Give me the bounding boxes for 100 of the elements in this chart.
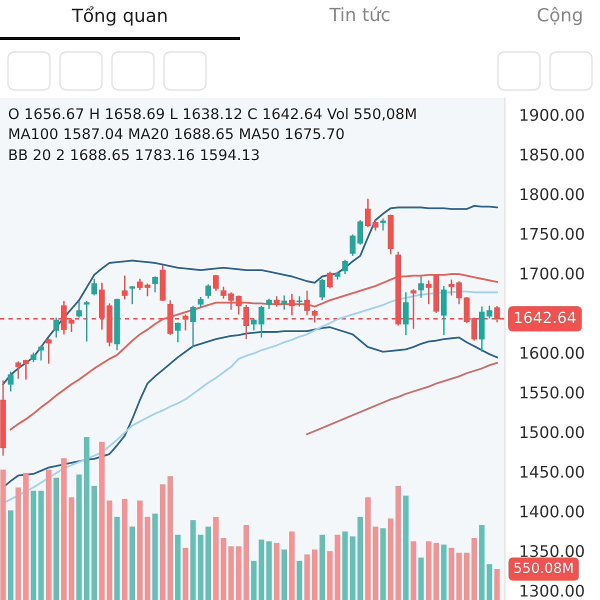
candlestick	[46, 338, 52, 364]
y-tick-label: 1600.00	[520, 346, 584, 359]
bar	[99, 442, 105, 600]
bar	[403, 496, 409, 600]
bar	[38, 490, 44, 600]
candlestick	[486, 305, 492, 320]
bar	[114, 516, 120, 600]
candlestick	[190, 305, 196, 348]
candlestick	[326, 270, 333, 290]
bar	[106, 500, 112, 600]
bar	[456, 552, 462, 600]
ref-line-label: 1642.64	[515, 312, 576, 324]
bar	[54, 478, 59, 600]
candlestick	[364, 198, 371, 228]
candlestick	[8, 370, 14, 392]
y-tick-label: 1900.00	[520, 108, 584, 121]
y-tick-label: 1800.00	[520, 188, 584, 200]
bar	[274, 542, 280, 600]
candlestick	[350, 234, 356, 257]
bar	[76, 474, 82, 600]
y-tick-label: 1400.00	[520, 505, 584, 518]
candlestick	[91, 278, 98, 296]
y-tick-label: 1450.00	[520, 466, 584, 478]
bar	[190, 520, 196, 600]
bar	[441, 544, 447, 600]
bar	[365, 497, 371, 600]
bar	[175, 534, 181, 600]
bar	[68, 497, 74, 600]
bar	[357, 516, 363, 600]
bar	[395, 486, 401, 600]
candlestick	[38, 344, 44, 362]
bar	[418, 558, 424, 600]
bar	[471, 538, 477, 600]
line-series	[10, 273, 498, 430]
candlestick	[236, 294, 242, 316]
bar	[380, 528, 386, 600]
candlestick	[274, 296, 280, 308]
candlestick	[304, 290, 310, 316]
y-tick-label: 1550.00	[520, 386, 584, 399]
bar	[130, 526, 135, 600]
candlestick	[296, 296, 302, 308]
bar	[426, 541, 432, 600]
bar	[167, 476, 173, 600]
y-tick-label: 1750.00	[520, 228, 584, 240]
text: Cộng	[538, 6, 582, 26]
candlestick	[15, 360, 22, 380]
annotation: O 1656.67 H 1658.69 L 1638.12 C 1642.64 Vol 550,08M	[8, 108, 416, 121]
line-series	[2, 204, 498, 386]
bar	[464, 552, 470, 600]
y-tick-label: 1300.00	[520, 584, 584, 597]
candlestick	[76, 300, 82, 318]
bar	[152, 514, 158, 600]
bar	[281, 549, 287, 600]
bar	[137, 500, 143, 600]
bar	[160, 484, 166, 600]
y-tick-label: 1850.00	[520, 148, 584, 161]
bar	[334, 534, 340, 600]
bar	[486, 564, 492, 600]
bar	[494, 569, 500, 600]
bar	[228, 546, 234, 600]
bar	[327, 551, 333, 600]
candlestick	[281, 294, 288, 310]
bar	[16, 488, 21, 600]
candlestick	[380, 218, 386, 232]
candlestick	[212, 274, 219, 292]
bar	[304, 554, 310, 600]
candlestick	[418, 276, 424, 299]
bar	[198, 534, 204, 600]
candlestick	[182, 314, 188, 332]
candlestick	[152, 276, 158, 293]
bar	[289, 532, 295, 600]
bar	[258, 540, 264, 600]
bar	[30, 490, 36, 600]
bar	[61, 458, 67, 600]
bar	[243, 525, 249, 600]
bar	[312, 549, 318, 600]
candlestick	[174, 322, 181, 343]
candlestick	[30, 352, 36, 363]
candlestick	[144, 282, 150, 297]
bar	[350, 536, 356, 600]
y-tick-label: 1500.00	[520, 426, 584, 438]
bar	[266, 541, 272, 600]
bar	[8, 510, 14, 600]
bar	[46, 470, 52, 600]
candlestick	[357, 219, 364, 246]
candlestick	[266, 298, 272, 310]
candlestick	[205, 284, 212, 300]
bar	[448, 548, 454, 600]
bar	[479, 525, 485, 600]
bar	[296, 560, 302, 600]
candlestick	[342, 259, 348, 275]
annotation: BB 20 2 1688.65 1783.16 1594.13	[9, 149, 259, 160]
candlestick	[372, 219, 378, 232]
bar	[92, 486, 97, 600]
bar	[205, 526, 211, 600]
candlestick	[426, 280, 432, 305]
bar	[213, 516, 219, 600]
candlestick	[122, 274, 128, 300]
bar	[319, 534, 325, 600]
candlestick	[402, 292, 409, 336]
